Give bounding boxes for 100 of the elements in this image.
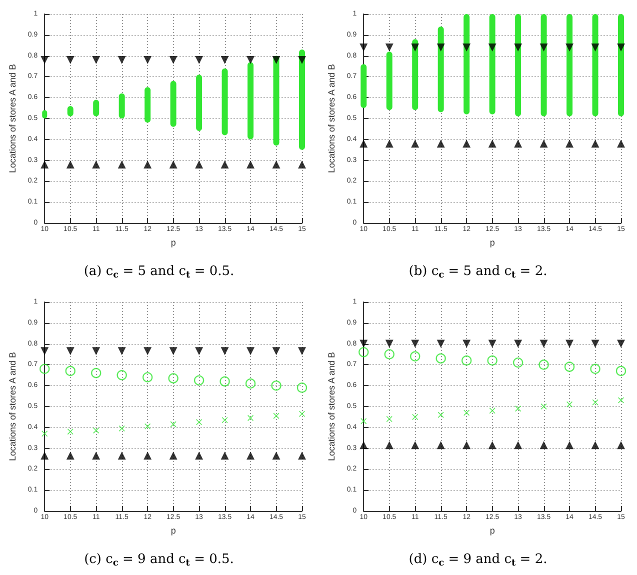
point (410, 351, 420, 362)
bar (618, 14, 624, 116)
point (360, 441, 368, 450)
point (118, 347, 126, 356)
point (66, 452, 74, 460)
point (386, 416, 392, 422)
bar (118, 93, 125, 118)
point (246, 452, 255, 460)
point (272, 452, 280, 460)
point (65, 366, 76, 376)
bar (464, 14, 470, 114)
point (91, 368, 102, 378)
point (360, 340, 368, 348)
x-axis-title: p (490, 237, 495, 248)
y-axis-title: Locations of stores A and B (8, 64, 18, 174)
point (118, 452, 126, 460)
point (116, 370, 127, 380)
point (385, 340, 394, 348)
point (591, 441, 600, 450)
bar (386, 52, 392, 110)
x-axis-title: p (170, 237, 176, 248)
point (220, 452, 229, 460)
bar (196, 74, 202, 132)
point (42, 430, 48, 437)
point (142, 372, 153, 382)
point (462, 441, 471, 450)
point (144, 452, 152, 460)
bar (540, 14, 547, 116)
x-axis-title: p (490, 525, 495, 536)
point (488, 340, 496, 348)
point (438, 412, 444, 418)
point (358, 347, 369, 358)
point (514, 441, 522, 450)
point (360, 418, 367, 424)
point (92, 347, 100, 356)
point (384, 349, 394, 360)
point (412, 414, 418, 420)
point (540, 340, 548, 348)
point (411, 441, 420, 450)
point (168, 373, 178, 384)
point (566, 441, 574, 450)
point (512, 358, 524, 368)
point (246, 347, 255, 356)
point (93, 428, 100, 434)
point (298, 347, 306, 356)
point (462, 340, 471, 348)
point (67, 428, 74, 435)
point (40, 364, 50, 374)
point (617, 441, 625, 450)
point (66, 347, 74, 356)
bar (170, 80, 176, 127)
point (488, 441, 496, 450)
point (40, 347, 49, 356)
point (436, 340, 445, 348)
point (566, 401, 573, 408)
bar (515, 14, 522, 116)
bar (360, 64, 367, 108)
point (592, 399, 598, 406)
x-axis-title: p (170, 525, 176, 536)
point (272, 347, 280, 356)
point (296, 382, 308, 393)
point (194, 375, 204, 386)
point (245, 378, 256, 389)
point (92, 452, 100, 460)
point (248, 414, 254, 421)
point (170, 421, 176, 428)
bar (299, 50, 305, 150)
point (271, 380, 282, 391)
point (169, 452, 178, 460)
point (220, 347, 229, 356)
point (566, 340, 574, 348)
point (144, 347, 152, 356)
point (144, 423, 151, 430)
point (616, 366, 626, 376)
y-axis-title: Locations of stores A and B (8, 352, 18, 462)
point (40, 452, 49, 460)
point (540, 441, 548, 450)
point (461, 355, 472, 366)
point (487, 355, 498, 366)
point (590, 364, 600, 374)
y-axis-title: Locations of stores A and B (326, 64, 336, 174)
bar (248, 62, 254, 140)
point (195, 347, 204, 356)
bar (566, 14, 573, 116)
point (195, 452, 204, 460)
bar (592, 14, 598, 116)
bar (412, 39, 418, 110)
point (538, 360, 549, 370)
bar (489, 14, 496, 114)
point (436, 353, 446, 364)
bar (222, 68, 228, 136)
point (385, 441, 394, 450)
point (515, 406, 522, 412)
point (298, 452, 306, 460)
point (489, 408, 496, 414)
bar (144, 87, 151, 123)
point (411, 340, 420, 348)
point (591, 340, 600, 348)
point (169, 347, 178, 356)
point (564, 362, 575, 372)
